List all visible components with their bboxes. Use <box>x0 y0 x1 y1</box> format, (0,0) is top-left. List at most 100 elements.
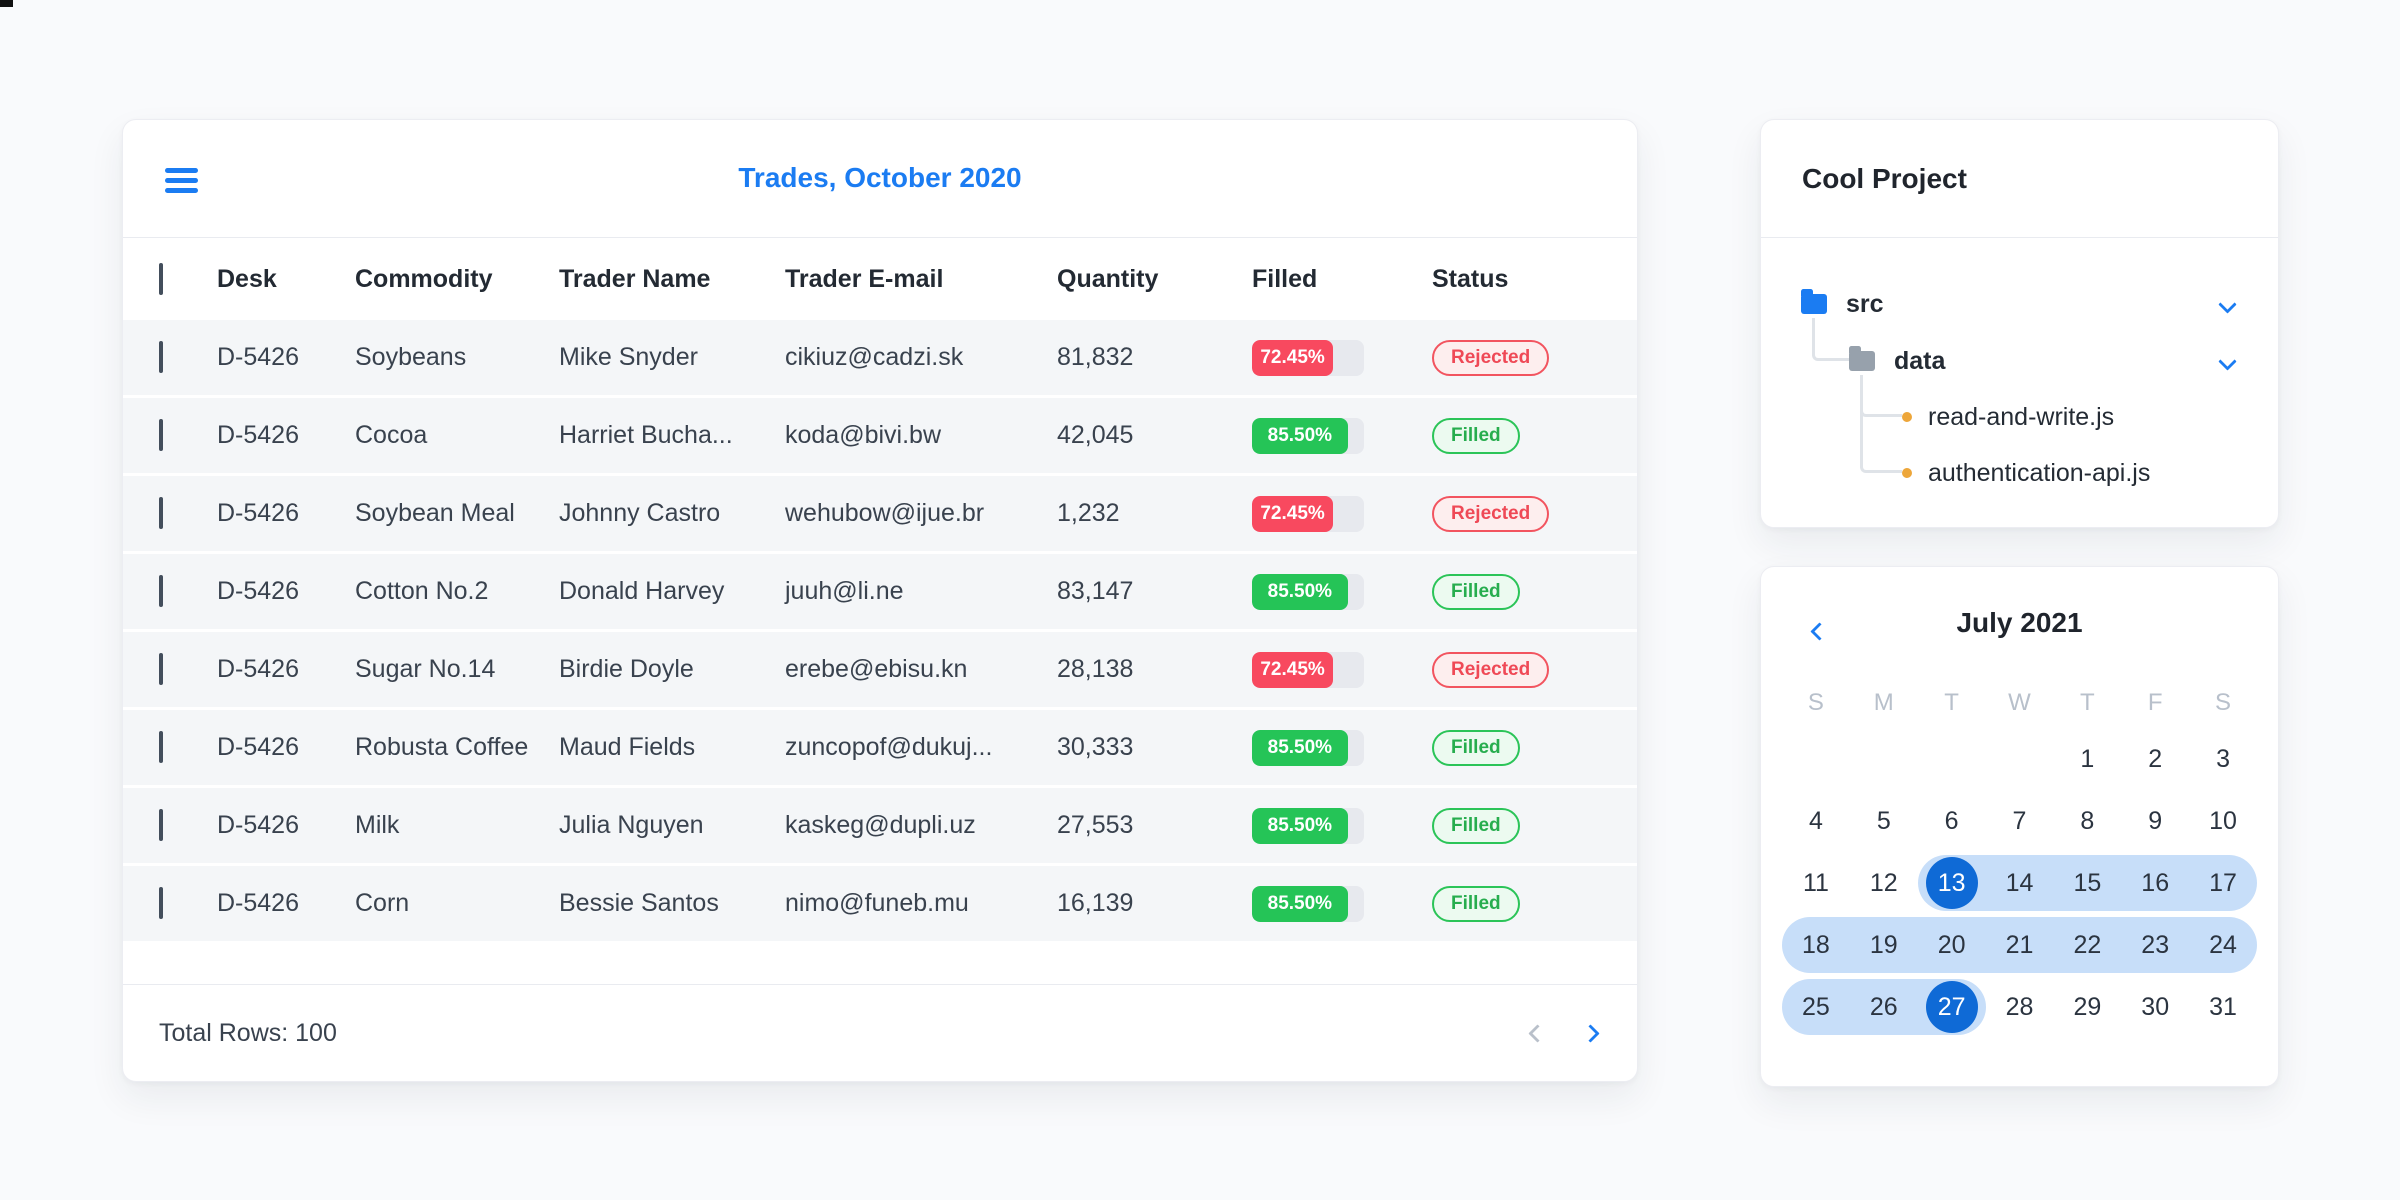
cell-trader-email: zuncopof@dukuj... <box>785 733 993 761</box>
tree-item-label: authentication-api.js <box>1928 458 2151 487</box>
filled-progress-track: 72.45% <box>1252 651 1364 688</box>
day-29[interactable]: 29 <box>2073 992 2102 1021</box>
row-checkbox[interactable] <box>159 887 163 919</box>
next-page-icon[interactable] <box>1581 1023 1600 1043</box>
hamburger-menu-icon[interactable] <box>165 168 198 193</box>
cell-quantity: 1,232 <box>1057 499 1120 527</box>
day-18[interactable]: 18 <box>1782 917 1850 973</box>
table-row: D-5426 Milk Julia Nguyen kaskeg@dupli.uz… <box>123 788 1637 863</box>
hamburger-bar <box>165 168 198 173</box>
trades-title: Trades, October 2020 <box>738 162 1022 193</box>
day-1[interactable]: 1 <box>2080 744 2095 773</box>
row-checkbox[interactable] <box>159 731 163 763</box>
table-body: D-5426 Soybeans Mike Snyder cikiuz@cadzi… <box>123 320 1637 941</box>
cell-commodity: Cocoa <box>355 421 428 449</box>
cell-commodity: Robusta Coffee <box>355 733 529 761</box>
day-19[interactable]: 19 <box>1849 917 1918 973</box>
day-10[interactable]: 10 <box>2209 806 2237 835</box>
day-2[interactable]: 2 <box>2148 744 2163 773</box>
cell-quantity: 16,139 <box>1057 889 1134 917</box>
day-13[interactable]: 13 <box>1917 855 1986 911</box>
screen-corner-artifact <box>0 0 13 7</box>
day-12[interactable]: 12 <box>1869 868 1898 897</box>
cell-filled: 72.45% <box>1252 495 1432 532</box>
filled-progress-bar: 85.50% <box>1252 573 1348 610</box>
row-checkbox[interactable] <box>159 653 163 685</box>
day-5[interactable]: 5 <box>1876 806 1891 835</box>
tree-item-src[interactable]: src <box>1801 287 2237 321</box>
weekday-label: S <box>2215 689 2232 716</box>
filled-progress-bar: 85.50% <box>1252 807 1348 844</box>
day-30[interactable]: 30 <box>2141 992 2170 1021</box>
cell-filled: 85.50% <box>1252 885 1432 922</box>
day-25[interactable]: 25 <box>1782 979 1850 1035</box>
filled-progress-bar: 85.50% <box>1252 885 1348 922</box>
day-31[interactable]: 31 <box>2209 992 2237 1021</box>
table-row: D-5426 Soybean Meal Johnny Castro wehubo… <box>123 476 1637 551</box>
total-rows-label: Total Rows: 100 <box>159 1018 337 1047</box>
cell-trader-name: Bessie Santos <box>559 889 719 917</box>
day-14[interactable]: 14 <box>1985 855 2054 911</box>
day-6[interactable]: 6 <box>1944 806 1959 835</box>
weekday-label: M <box>1873 689 1894 716</box>
row-checkbox[interactable] <box>159 497 163 529</box>
cell-desk: D-5426 <box>217 421 299 449</box>
day-8[interactable]: 8 <box>2080 806 2095 835</box>
day-7[interactable]: 7 <box>2012 806 2027 835</box>
calendar-grid: 1 2 3 4 5 6 7 8 9 10 11 12 13 14 15 16 17 18 19 20 21 22 23 24 2… <box>1782 731 2257 1035</box>
day-9[interactable]: 9 <box>2148 806 2163 835</box>
day-15[interactable]: 15 <box>2053 855 2122 911</box>
day-20[interactable]: 20 <box>1917 917 1986 973</box>
tree-item-authentication-api[interactable]: authentication-api.js <box>1902 456 2234 490</box>
hamburger-bar <box>165 188 198 193</box>
cell-filled: 85.50% <box>1252 573 1432 610</box>
cell-trader-name: Julia Nguyen <box>559 811 704 839</box>
day-3[interactable]: 3 <box>2216 744 2231 773</box>
calendar-title: July 2021 <box>1956 607 2083 638</box>
day-21[interactable]: 21 <box>1985 917 2054 973</box>
tree-item-data[interactable]: data <box>1849 344 2237 378</box>
row-checkbox[interactable] <box>159 341 163 373</box>
table-row: D-5426 Corn Bessie Santos nimo@funeb.mu … <box>123 866 1637 941</box>
selected-day-circle <box>1925 857 1978 909</box>
table-row: D-5426 Sugar No.14 Birdie Doyle erebe@eb… <box>123 632 1637 707</box>
day-16[interactable]: 16 <box>2121 855 2190 911</box>
day-23[interactable]: 23 <box>2121 917 2190 973</box>
cell-quantity: 83,147 <box>1057 577 1134 605</box>
filled-progress-bar: 72.45% <box>1252 651 1334 688</box>
day-26[interactable]: 26 <box>1849 979 1918 1035</box>
cell-desk: D-5426 <box>217 655 299 683</box>
cell-trader-name: Donald Harvey <box>559 577 725 605</box>
row-checkbox[interactable] <box>159 575 163 607</box>
cell-trader-name: Maud Fields <box>559 733 696 761</box>
day-17[interactable]: 17 <box>2189 855 2257 911</box>
day-22[interactable]: 22 <box>2053 917 2122 973</box>
day-28[interactable]: 28 <box>2005 992 2034 1021</box>
cell-trader-name: Mike Snyder <box>559 343 698 371</box>
row-checkbox[interactable] <box>159 809 163 841</box>
filled-progress-track: 85.50% <box>1252 807 1364 844</box>
cell-commodity: Milk <box>355 811 400 839</box>
day-27[interactable]: 27 <box>1917 979 1986 1035</box>
day-4[interactable]: 4 <box>1808 806 1823 835</box>
table-footer: Total Rows: 100 <box>123 984 1637 1081</box>
cell-filled: 72.45% <box>1252 651 1432 688</box>
chevron-down-icon[interactable] <box>2218 351 2237 371</box>
cell-status: Rejected <box>1432 651 1603 688</box>
column-header-trader-e-mail: Trader E-mail <box>785 264 944 293</box>
row-checkbox[interactable] <box>159 419 163 451</box>
tree-item-label: read-and-write.js <box>1928 402 2115 431</box>
cell-trader-name: Johnny Castro <box>559 499 721 527</box>
file-dot-icon <box>1902 468 1912 478</box>
tree-item-read-and-write[interactable]: read-and-write.js <box>1902 400 2234 434</box>
day-11[interactable]: 11 <box>1802 868 1829 897</box>
previous-page-icon[interactable] <box>1528 1023 1547 1043</box>
day-24[interactable]: 24 <box>2189 917 2257 973</box>
day-empty <box>1986 731 2054 787</box>
chevron-down-icon[interactable] <box>2218 294 2237 314</box>
select-all-checkbox[interactable] <box>159 262 163 295</box>
project-title: Cool Project <box>1761 120 2278 238</box>
filled-progress-track: 72.45% <box>1252 339 1364 376</box>
trades-card-header: Trades, October 2020 <box>123 120 1637 238</box>
column-header-quantity: Quantity <box>1057 264 1159 293</box>
